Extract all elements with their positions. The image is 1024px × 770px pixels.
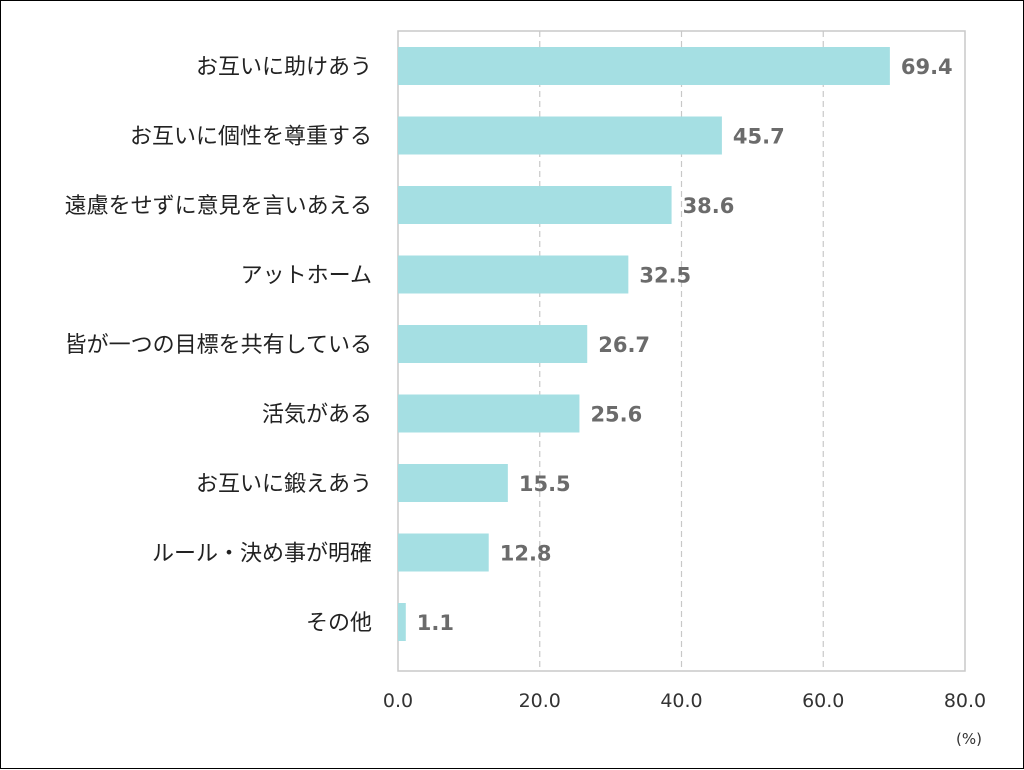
bar bbox=[398, 603, 406, 641]
value-label: 12.8 bbox=[500, 542, 552, 566]
x-tick-label: 0.0 bbox=[383, 690, 413, 712]
x-tick-label: 40.0 bbox=[660, 690, 702, 712]
category-labels: お互いに助けあうお互いに個性を尊重する遠慮をせずに意見を言いあえるアットホーム皆… bbox=[65, 55, 372, 636]
value-label: 25.6 bbox=[590, 403, 642, 427]
value-label: 32.5 bbox=[639, 264, 691, 288]
value-label: 69.4 bbox=[901, 55, 953, 79]
category-label: お互いに助けあう bbox=[196, 55, 372, 80]
value-labels: 69.4 45.7 38.6 32.5 26.7 25.6 15.5 12.8 1.1 bbox=[417, 55, 953, 635]
x-tick-label: 60.0 bbox=[802, 690, 844, 712]
bar bbox=[398, 116, 722, 155]
value-label: 38.6 bbox=[683, 194, 735, 218]
category-label: 遠慮をせずに意見を言いあえる bbox=[65, 194, 372, 219]
bar bbox=[398, 255, 629, 294]
unit-label: (%) bbox=[956, 730, 982, 748]
bar bbox=[398, 464, 508, 502]
value-label: 1.1 bbox=[417, 611, 454, 635]
x-tick-label: 20.0 bbox=[519, 690, 561, 712]
bar bbox=[398, 47, 890, 85]
category-label: 皆が一つの目標を共有している bbox=[65, 333, 372, 358]
category-label: その他 bbox=[306, 611, 372, 636]
bar bbox=[398, 394, 580, 433]
category-label: ルール・決め事が明確 bbox=[152, 542, 372, 567]
value-label: 26.7 bbox=[598, 333, 650, 357]
bars bbox=[398, 47, 890, 641]
bar bbox=[398, 533, 489, 572]
category-label: アットホーム bbox=[241, 264, 372, 289]
bar bbox=[398, 186, 672, 224]
bar bbox=[398, 325, 588, 363]
x-tick-labels: 0.0 20.0 40.0 60.0 80.0 bbox=[383, 690, 986, 712]
x-tick-label: 80.0 bbox=[944, 690, 986, 712]
category-label: 活気がある bbox=[262, 403, 372, 428]
category-label: お互いに鍛えあう bbox=[196, 472, 372, 497]
category-label: お互いに個性を尊重する bbox=[130, 125, 372, 150]
value-label: 45.7 bbox=[733, 125, 785, 149]
value-label: 15.5 bbox=[519, 472, 571, 496]
